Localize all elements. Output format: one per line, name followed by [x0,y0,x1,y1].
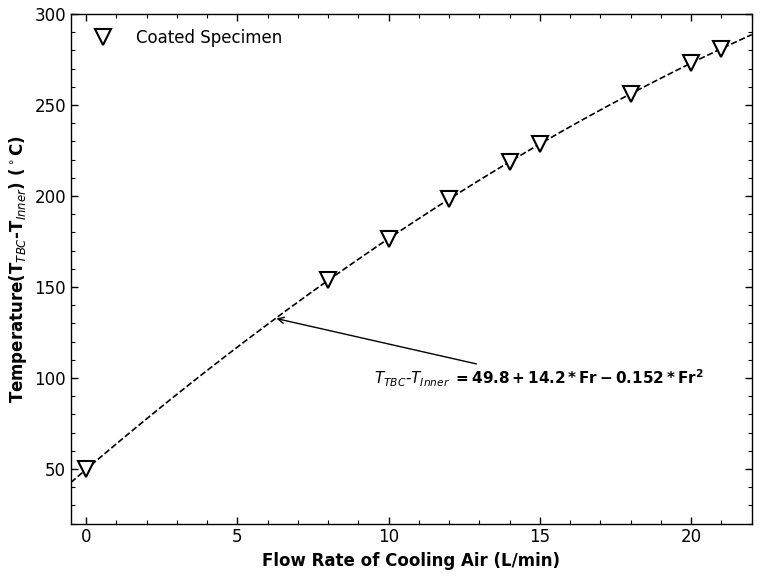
X-axis label: Flow Rate of Cooling Air (L/min): Flow Rate of Cooling Air (L/min) [263,552,560,570]
Legend: Coated Specimen: Coated Specimen [79,23,289,54]
Text: $\mathit{T_{TBC}}$-$\mathit{T_{Inner}}$ $\mathbf{= 49.8+14.2*Fr-0.152*Fr^2}$: $\mathit{T_{TBC}}$-$\mathit{T_{Inner}}$ … [278,317,703,389]
Y-axis label: Temperature(T$_{TBC}$-T$_{Inner}$) ($^\circ$C): Temperature(T$_{TBC}$-T$_{Inner}$) ($^\c… [7,135,29,403]
